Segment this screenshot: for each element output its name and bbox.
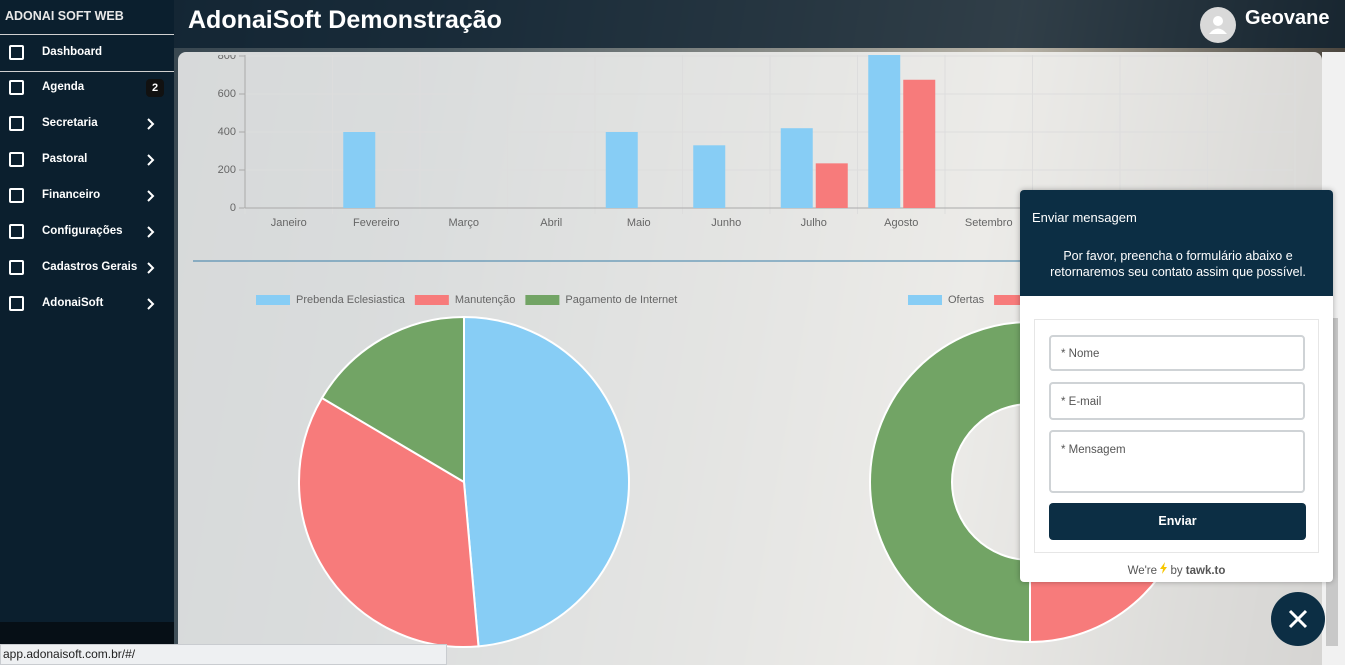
x-tick-label: Fevereiro (353, 217, 399, 229)
sidebar-footer (0, 622, 174, 644)
avatar[interactable] (1200, 7, 1236, 43)
footer-by: by (1170, 565, 1183, 577)
bar (693, 145, 726, 208)
bar (780, 128, 813, 208)
menu-label: Configurações (42, 225, 123, 237)
bolt (1160, 562, 1168, 574)
brand: ADONAI SOFT WEB (5, 9, 124, 23)
bar (903, 79, 936, 208)
chevron-path (147, 154, 155, 166)
chat-header: Enviar mensagem Por favor, preencha o fo… (1020, 190, 1333, 296)
slice (298, 396, 480, 648)
chevron (147, 118, 155, 130)
chevron (147, 262, 155, 274)
menu-label: Financeiro (42, 189, 101, 201)
menu-icon (9, 296, 24, 311)
legend-label: Ofertas (948, 294, 985, 306)
chevron (147, 298, 155, 310)
footer-prefix: We're (1127, 565, 1158, 577)
chevron-path (147, 226, 155, 238)
bar (605, 132, 638, 208)
slice (320, 315, 465, 484)
user-name[interactable]: Geovane (1245, 7, 1330, 29)
x-tick-label: Maio (627, 217, 651, 229)
name-field[interactable]: * Nome (1049, 335, 1305, 371)
menu-icon (9, 260, 24, 275)
menu-badge: 2 (146, 79, 164, 97)
chevron-path (147, 190, 155, 202)
message-field[interactable]: * Mensagem (1049, 430, 1305, 493)
chat-title: Enviar mensagem (1032, 210, 1137, 225)
bar (868, 55, 901, 208)
menu-item[interactable]: Cadastros Gerais (0, 250, 174, 286)
legend-swatch (908, 295, 942, 305)
y-tick-label: 0 (230, 202, 236, 214)
menu-item[interactable]: Dashboard (0, 34, 174, 72)
sidebar: ADONAI SOFT WEB Dashboard Agenda 2 Secretar… (0, 0, 174, 665)
menu-item[interactable]: Pastoral (0, 142, 174, 178)
legend-swatch (525, 295, 560, 305)
menu-item[interactable]: Financeiro (0, 178, 174, 214)
top-bar (174, 0, 1345, 48)
menu-item[interactable]: Secretaria (0, 106, 174, 142)
x-tick-label: Setembro (965, 217, 1013, 229)
x-tick-label: Julho (801, 217, 827, 229)
chat-message: Por favor, preencha o formulário abaixo … (1050, 249, 1306, 279)
menu-label: Dashboard (42, 46, 103, 58)
close-chat[interactable] (1271, 592, 1325, 646)
legend-swatch (256, 295, 290, 305)
menu-icon (9, 188, 24, 203)
send-button[interactable]: Enviar (1049, 503, 1306, 540)
x-tick-label: Junho (711, 217, 741, 229)
chevron (147, 226, 155, 238)
chevron-path (147, 298, 155, 310)
x-tick-label: Janeiro (271, 217, 307, 229)
status-bar: app.adonaisoft.com.br/#/ (0, 644, 447, 665)
legend-label: Pagamento de Internet (565, 294, 677, 306)
x-tick-label: Março (448, 217, 479, 229)
x-tick-label: Abril (540, 217, 562, 229)
chat-form: * Nome * E-mail * Mensagem Enviar (1034, 319, 1319, 553)
y-tick-label: 200 (218, 164, 236, 176)
legend-label: Prebenda Eclesiastica (296, 294, 406, 306)
legend-swatch (414, 295, 449, 305)
chevron-path (147, 262, 155, 274)
x-tick-label: Agosto (884, 217, 918, 229)
legend-label: Manutenção (455, 294, 516, 306)
bar (343, 132, 376, 208)
slice (463, 315, 630, 648)
slice (869, 320, 1031, 644)
menu-label: Secretaria (42, 117, 98, 129)
chat-footer: We're by tawk.to (1020, 562, 1333, 577)
page-title: AdonaiSoft Demonstração (188, 6, 502, 34)
chevron (147, 190, 155, 202)
bar (815, 163, 848, 208)
y-tick-label: 600 (218, 88, 236, 100)
menu-icon (9, 224, 24, 239)
footer-brand: tawk.to (1185, 565, 1226, 577)
menu-item[interactable]: Configurações (0, 214, 174, 250)
menu-icon (9, 80, 24, 95)
y-tick-label: 400 (218, 126, 236, 138)
chevron-path (147, 118, 155, 130)
menu-label: Agenda (42, 81, 85, 93)
legend-swatch (994, 295, 1029, 305)
chat-widget: Enviar mensagem Por favor, preencha o fo… (1020, 190, 1333, 582)
email-field[interactable]: * E-mail (1049, 382, 1305, 420)
menu-item[interactable]: Agenda 2 (0, 70, 174, 106)
y-tick-label: 800 (218, 50, 236, 62)
menu-item[interactable]: AdonaiSoft (0, 286, 174, 322)
menu-icon (9, 116, 24, 131)
menu-icon (9, 45, 24, 60)
menu-label: Cadastros Gerais (42, 261, 138, 273)
chevron (147, 154, 155, 166)
menu-label: AdonaiSoft (42, 297, 104, 309)
menu-icon (9, 152, 24, 167)
menu-label: Pastoral (42, 153, 88, 165)
